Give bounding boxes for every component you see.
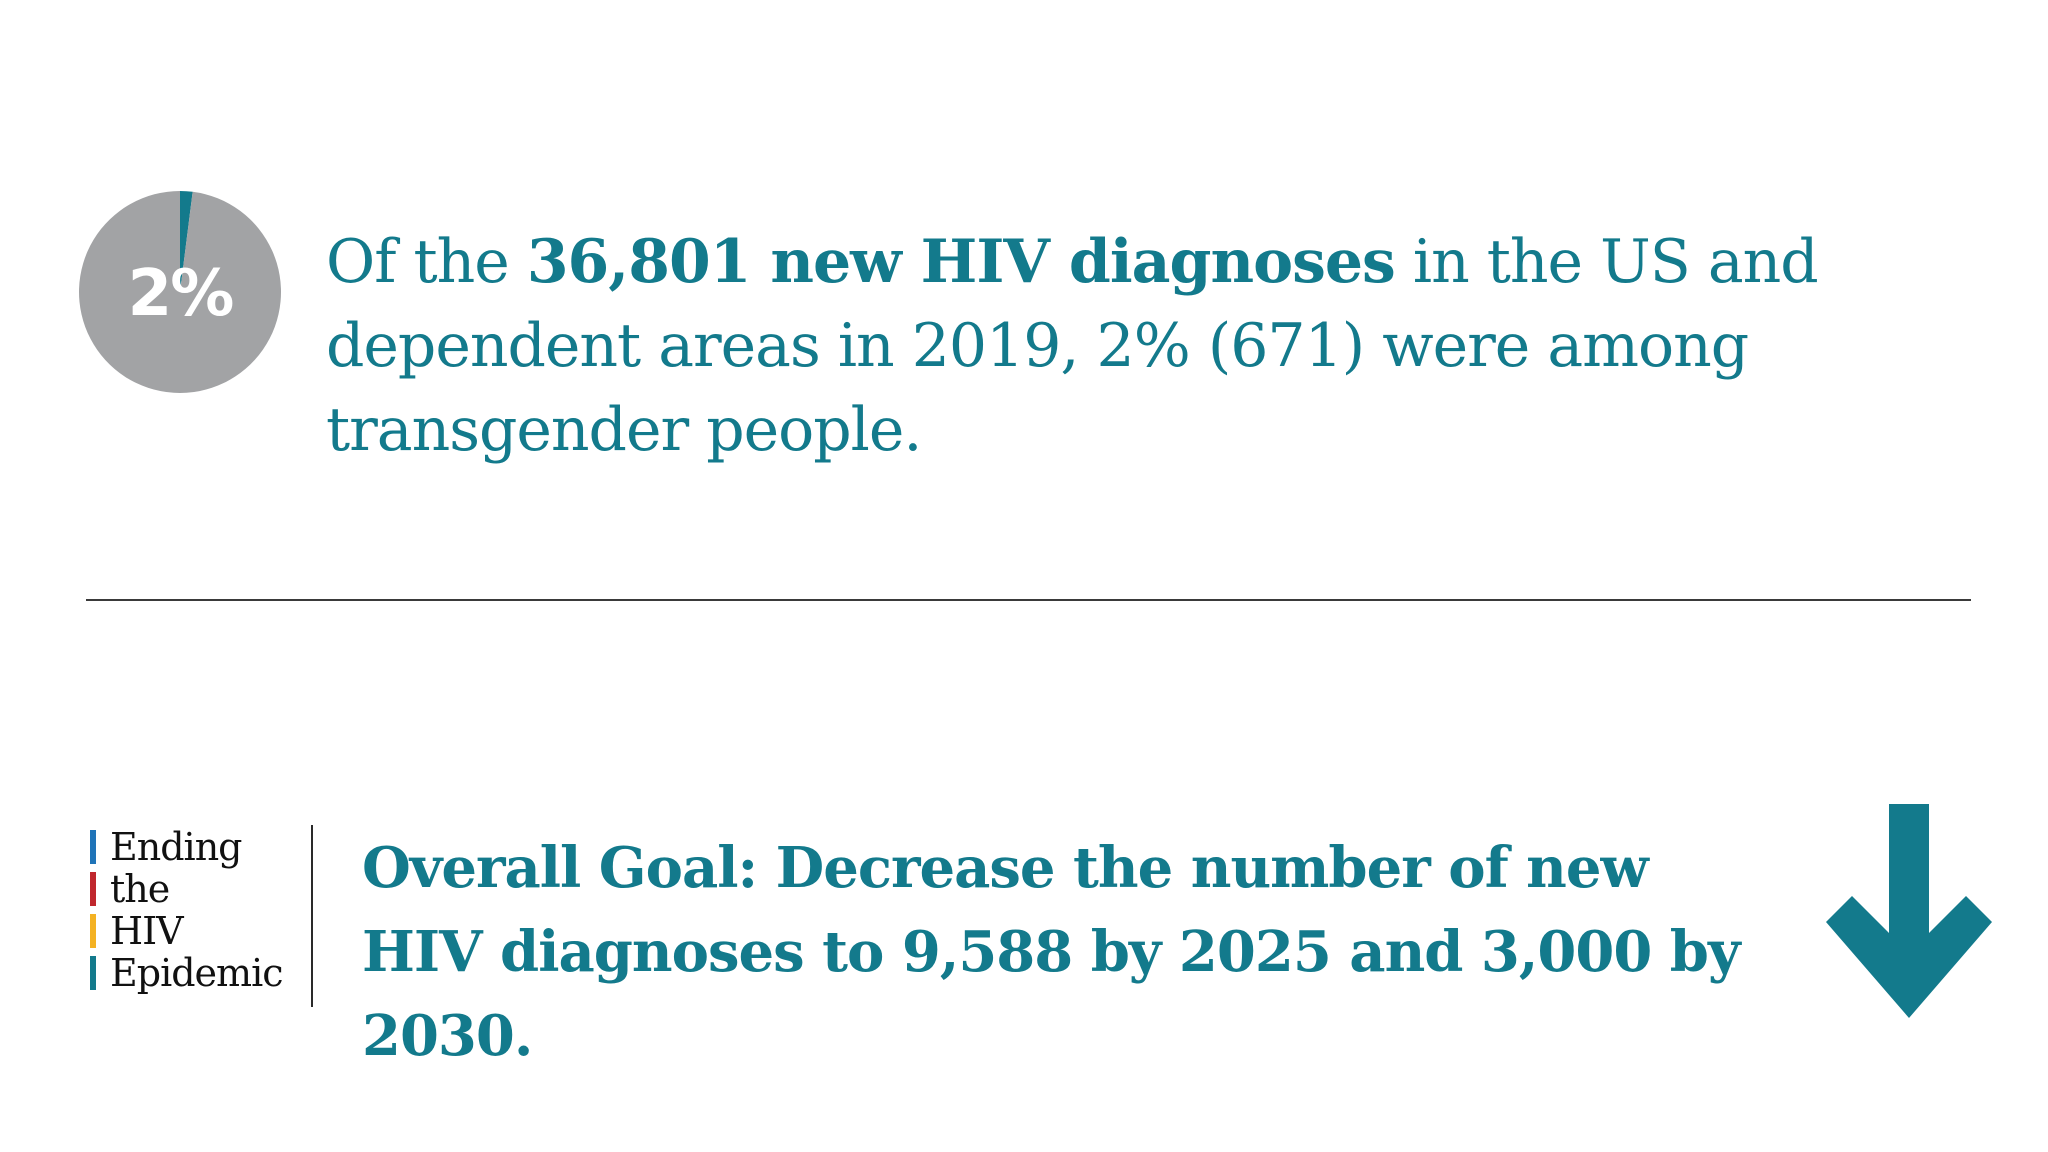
section-divider <box>86 599 1971 601</box>
ending-the-hiv-epidemic-logo: Ending the HIV Epidemic <box>90 826 320 1010</box>
logo-word-hiv: HIV <box>110 909 184 953</box>
logo-row-the: the <box>90 868 320 910</box>
logo-row-ending: Ending <box>90 826 320 868</box>
pie-center-label: 2% <box>127 257 235 331</box>
logo-row-hiv: HIV <box>90 910 320 952</box>
pie-slice-highlight <box>180 191 193 292</box>
down-arrow-icon <box>1826 804 1992 1018</box>
logo-row-epidemic: Epidemic <box>90 952 320 994</box>
pie-slice-rest <box>78 191 281 393</box>
logo-bar-yellow <box>90 914 96 948</box>
logo-separator <box>311 825 313 1007</box>
headline-bold: 36,801 new HIV diagnoses <box>526 227 1396 297</box>
logo-word-the: the <box>110 867 170 911</box>
headline-text: Of the 36,801 new HIV diagnoses in the U… <box>326 220 2016 472</box>
logo-bar-red <box>90 872 96 906</box>
overall-goal-text: Overall Goal: Decrease the number of new… <box>362 835 1740 1069</box>
pie-chart: 2% <box>78 190 282 394</box>
headline-suffix: in the US and dependent areas in 2019, 2… <box>326 227 1819 465</box>
pie-chart-svg <box>78 191 281 393</box>
headline-prefix: Of the <box>326 227 527 297</box>
logo-bar-blue <box>90 830 96 864</box>
logo-bar-teal <box>90 956 96 990</box>
logo-word-epidemic: Epidemic <box>110 951 283 995</box>
logo-word-ending: Ending <box>110 825 242 869</box>
